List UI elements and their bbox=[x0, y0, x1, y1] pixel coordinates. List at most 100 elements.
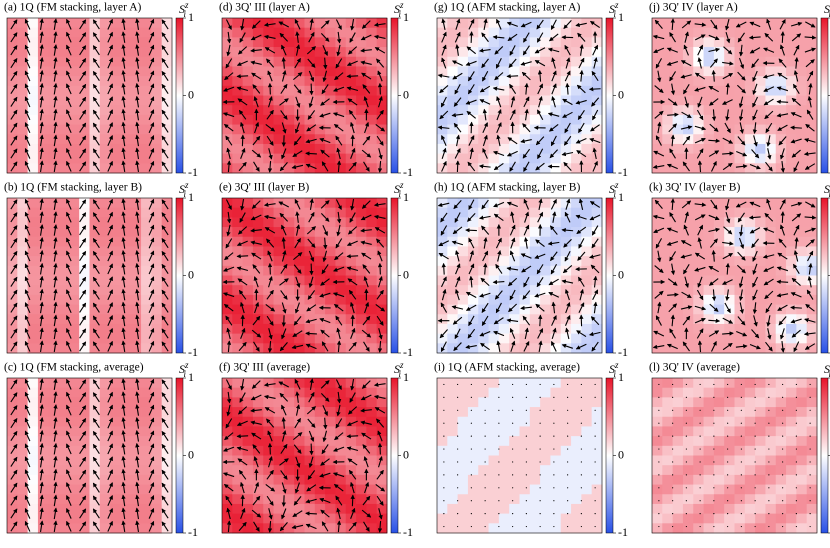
map-cell bbox=[17, 246, 29, 257]
map-cell bbox=[130, 484, 142, 495]
map-cell bbox=[99, 465, 111, 476]
map-cell bbox=[242, 163, 254, 174]
map-cell bbox=[796, 163, 808, 174]
map-cell bbox=[713, 227, 725, 238]
map-cell bbox=[724, 426, 735, 437]
map-cell bbox=[467, 333, 479, 344]
spin-arrow bbox=[92, 495, 100, 506]
spin-dot bbox=[553, 448, 555, 450]
map-cell bbox=[294, 426, 305, 437]
map-cell bbox=[141, 265, 152, 276]
map-cell bbox=[467, 407, 479, 418]
map-cell bbox=[713, 163, 725, 174]
spin-arrow bbox=[135, 404, 140, 416]
map-cell bbox=[693, 513, 704, 524]
label-sub: i bbox=[399, 189, 402, 199]
map-cell bbox=[478, 426, 489, 437]
map-cell bbox=[222, 153, 233, 164]
map-cell bbox=[120, 314, 132, 325]
map-cell bbox=[796, 124, 808, 135]
map-cell bbox=[222, 397, 233, 408]
map-cell bbox=[693, 474, 704, 485]
map-cell bbox=[37, 523, 49, 534]
spin-arrow bbox=[39, 160, 44, 173]
map-cell bbox=[110, 163, 121, 174]
map-cell bbox=[37, 47, 49, 58]
map-cell bbox=[273, 474, 285, 485]
map-cell bbox=[58, 134, 70, 145]
spin-arrow bbox=[253, 161, 260, 172]
map-cell bbox=[99, 494, 111, 505]
spin-arrow bbox=[226, 31, 232, 44]
map-cell bbox=[356, 465, 367, 476]
map-cell bbox=[99, 314, 111, 325]
map-cell bbox=[335, 66, 347, 77]
map-cell bbox=[457, 503, 469, 515]
map-cell bbox=[796, 387, 808, 398]
map-cell bbox=[58, 378, 70, 389]
map-cell bbox=[744, 465, 756, 476]
map-cell bbox=[222, 285, 233, 296]
map-cell bbox=[796, 513, 808, 524]
spin-dot bbox=[470, 500, 472, 502]
map-cell bbox=[273, 387, 285, 398]
spin-arrow bbox=[161, 430, 169, 442]
map-cell bbox=[110, 207, 121, 218]
map-cell bbox=[222, 236, 233, 247]
map-cell bbox=[703, 294, 715, 305]
map-cell bbox=[447, 426, 459, 437]
map-cell bbox=[283, 76, 295, 87]
map-cell bbox=[110, 416, 121, 427]
map-cell bbox=[734, 455, 746, 466]
map-cell bbox=[672, 105, 684, 116]
spin-arrow bbox=[223, 266, 235, 272]
map-cell bbox=[89, 323, 101, 335]
map-cell bbox=[48, 513, 59, 524]
map-cell bbox=[89, 436, 101, 447]
map-cell bbox=[703, 27, 715, 38]
map-cell bbox=[242, 474, 254, 485]
map-cell bbox=[141, 494, 152, 505]
map-cell bbox=[273, 47, 285, 58]
spin-arrow bbox=[24, 289, 31, 301]
map-cell bbox=[89, 333, 101, 344]
map-cell bbox=[366, 323, 378, 335]
spin-dot bbox=[457, 435, 459, 437]
map-cell bbox=[560, 56, 572, 67]
map-cell bbox=[68, 304, 80, 315]
map-cell bbox=[304, 134, 316, 145]
spin-arrow bbox=[121, 262, 126, 275]
map-cell bbox=[304, 465, 316, 476]
map-cell bbox=[17, 275, 29, 286]
map-cell bbox=[796, 18, 808, 29]
map-cell bbox=[304, 436, 316, 447]
map-cell bbox=[672, 18, 684, 29]
map-cell bbox=[58, 465, 70, 476]
map-cell bbox=[68, 207, 80, 218]
spin-arrow bbox=[349, 212, 356, 223]
map-cell bbox=[652, 314, 663, 325]
map-cell bbox=[242, 416, 254, 427]
label-base: S bbox=[179, 2, 185, 16]
spin-dot bbox=[553, 500, 555, 502]
spin-arrow bbox=[252, 315, 261, 326]
map-cell bbox=[151, 436, 163, 447]
spin-arrow bbox=[238, 109, 247, 120]
spin-arrow bbox=[278, 21, 290, 28]
map-cell bbox=[222, 275, 233, 286]
map-cell bbox=[509, 416, 520, 427]
spin-arrow bbox=[349, 301, 355, 314]
spin-arrow bbox=[161, 276, 169, 287]
map-cell bbox=[27, 416, 39, 427]
map-cell bbox=[560, 465, 572, 476]
spin-arrow bbox=[10, 237, 18, 249]
map-cell bbox=[263, 37, 274, 48]
map-cell bbox=[755, 465, 766, 476]
map-cell bbox=[17, 95, 29, 106]
spin-arrow bbox=[335, 58, 343, 69]
map-cell bbox=[335, 445, 347, 456]
spin-dot bbox=[580, 448, 582, 450]
map-cell bbox=[120, 378, 132, 389]
map-cell bbox=[222, 256, 233, 267]
map-cell bbox=[48, 494, 59, 505]
